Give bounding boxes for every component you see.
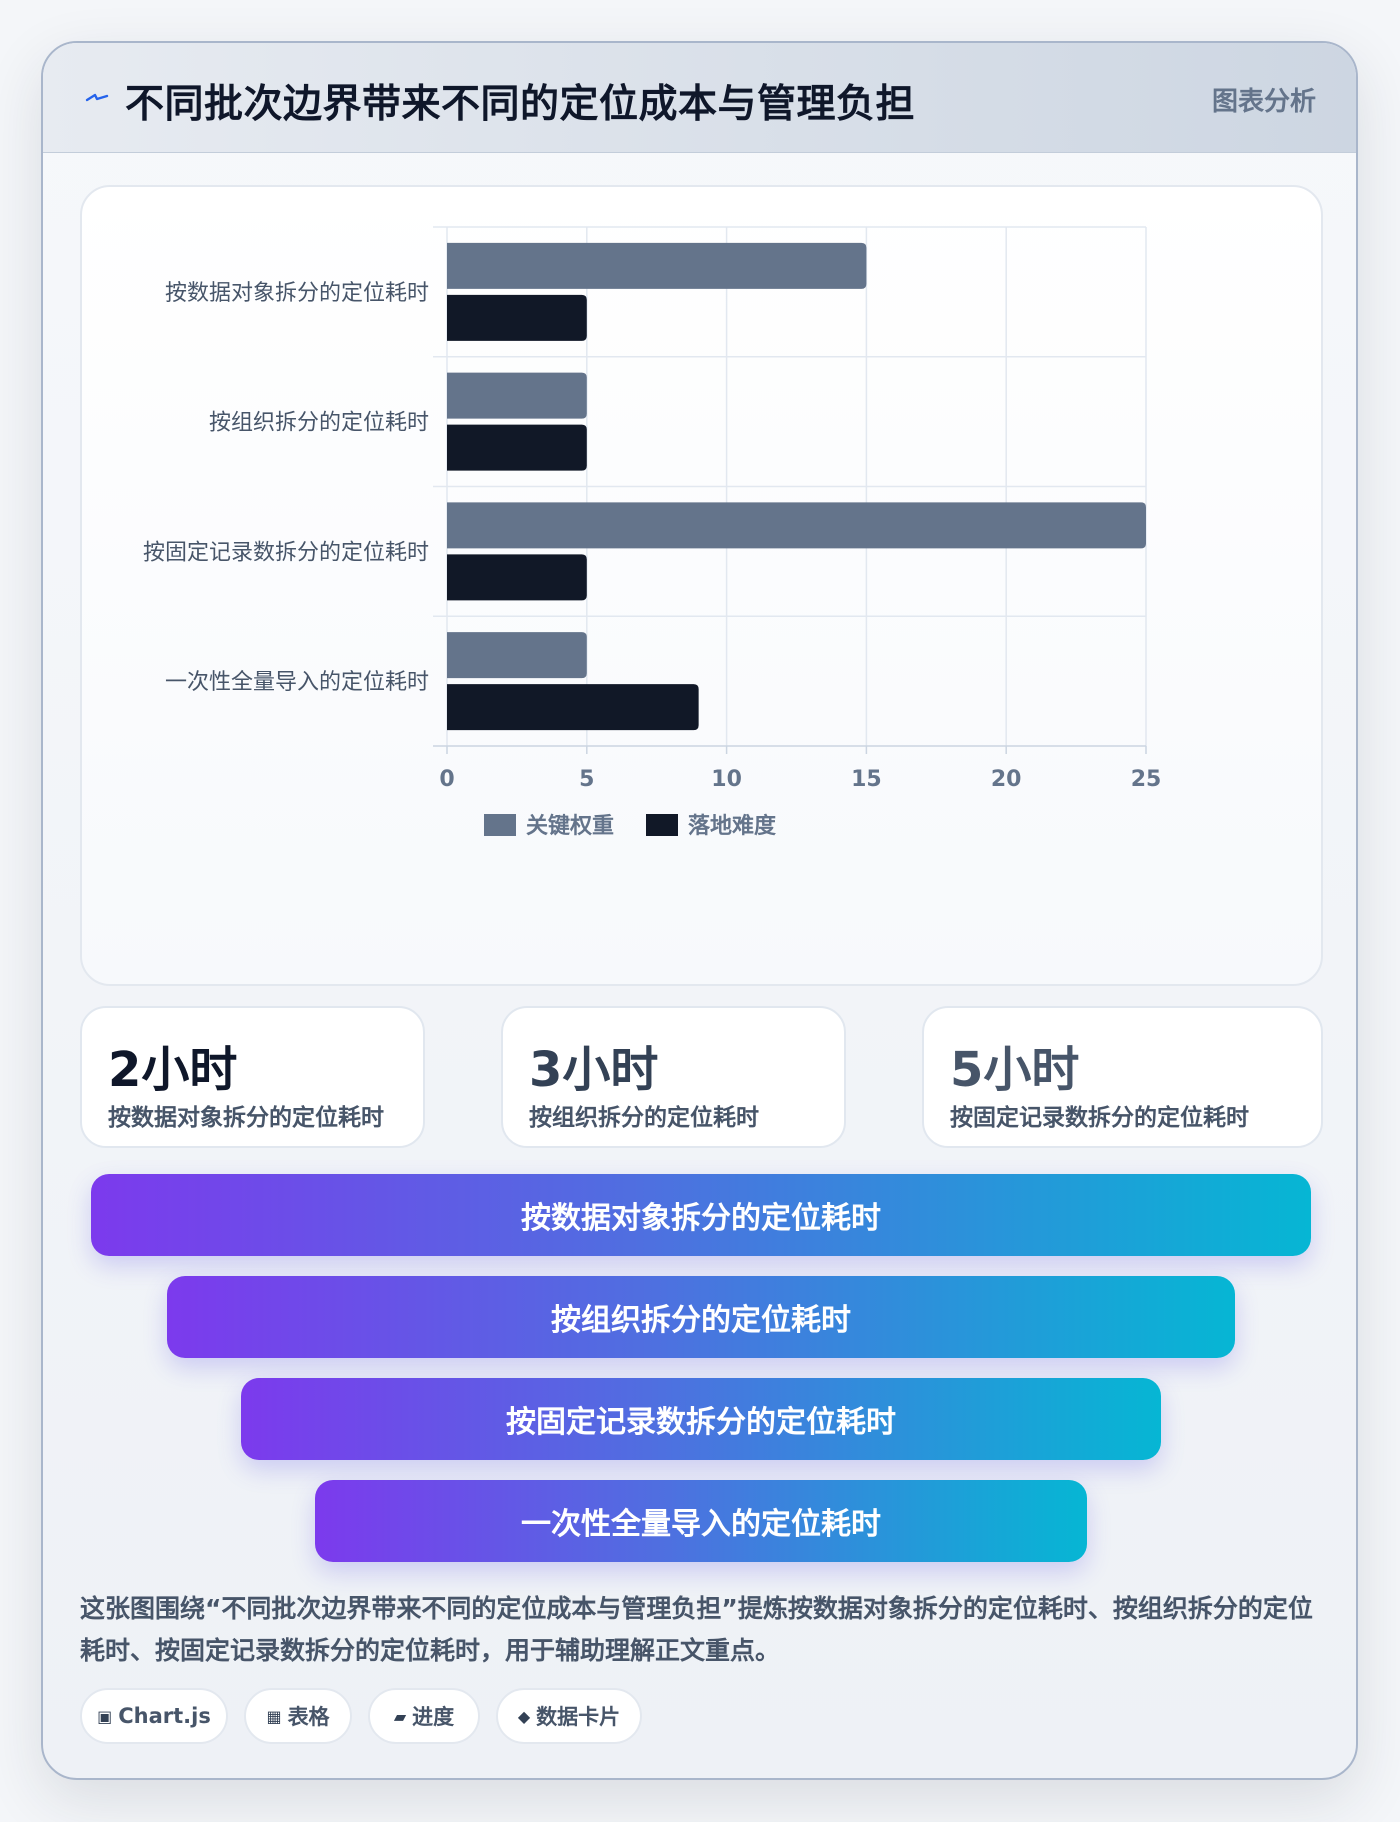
bar <box>447 554 587 601</box>
lightning-icon <box>85 93 109 102</box>
x-tick-label: 10 <box>711 767 742 792</box>
chart-icon: ▣ <box>97 1706 113 1726</box>
legend-label: 关键权重 <box>526 813 614 839</box>
diamond-icon: ◆ <box>517 1706 531 1726</box>
pill-label: Chart.js <box>118 1704 211 1728</box>
x-tick-label: 25 <box>1131 767 1162 792</box>
y-tick-label: 按固定记录数拆分的定位耗时 <box>143 540 429 565</box>
table-icon: ▦ <box>266 1706 282 1726</box>
progress-icon: ▰ <box>393 1706 407 1726</box>
card-header: 不同批次边界带来不同的定位成本与管理负担 图表分析 <box>43 43 1356 153</box>
pill-table[interactable]: ▦ 表格 <box>244 1688 352 1744</box>
legend-label: 落地难度 <box>688 813 777 839</box>
x-tick-label: 5 <box>579 767 594 792</box>
stat-value: 3小时 <box>529 1042 659 1098</box>
bar <box>447 684 699 731</box>
pill-progress[interactable]: ▰ 进度 <box>368 1688 480 1744</box>
funnel-step: 按数据对象拆分的定位耗时 <box>91 1174 1311 1256</box>
chart-analysis-tag: 图表分析 <box>1211 87 1316 117</box>
stat-label: 按数据对象拆分的定位耗时 <box>108 1105 384 1131</box>
y-tick-label: 一次性全量导入的定位耗时 <box>165 670 429 695</box>
stat-card: 2小时 按数据对象拆分的定位耗时 <box>80 1006 425 1148</box>
bar <box>447 294 587 341</box>
funnel-step: 按组织拆分的定位耗时 <box>167 1276 1235 1358</box>
y-tick-label: 按数据对象拆分的定位耗时 <box>165 281 429 306</box>
bar-chart: 按数据对象拆分的定位耗时按组织拆分的定位耗时按固定记录数拆分的定位耗时一次性全量… <box>143 226 1162 839</box>
chart-description: 这张图围绕“不同批次边界带来不同的定位成本与管理负担”提炼按数据对象拆分的定位耗… <box>80 1594 1313 1665</box>
stat-label: 按组织拆分的定位耗时 <box>529 1105 759 1131</box>
stat-value: 2小时 <box>108 1042 238 1098</box>
legend-swatch <box>646 814 678 836</box>
stat-card: 3小时 按组织拆分的定位耗时 <box>501 1006 846 1148</box>
stat-card: 5小时 按固定记录数拆分的定位耗时 <box>922 1006 1323 1148</box>
x-tick-label: 15 <box>851 767 882 792</box>
pill-label: 进度 <box>412 1705 455 1729</box>
chart-card: 不同批次边界带来不同的定位成本与管理负担 图表分析 按数据对象拆分的定位耗时 按组… <box>41 41 1358 1780</box>
bar <box>447 502 1146 549</box>
bar <box>447 424 587 471</box>
pill-label: 数据卡片 <box>536 1705 621 1729</box>
pill-chartjs[interactable]: ▣ Chart.js <box>80 1688 228 1744</box>
legend-swatch <box>484 814 516 836</box>
pill-label: 表格 <box>287 1705 330 1729</box>
funnel-step: 按固定记录数拆分的定位耗时 <box>241 1378 1161 1460</box>
funnel-step: 一次性全量导入的定位耗时 <box>315 1480 1087 1562</box>
stat-label: 按固定记录数拆分的定位耗时 <box>950 1105 1249 1131</box>
x-tick-label: 0 <box>439 767 454 792</box>
bar <box>447 632 587 679</box>
stat-value: 5小时 <box>950 1042 1080 1098</box>
bar <box>447 372 587 419</box>
y-tick-label: 按组织拆分的定位耗时 <box>209 411 429 436</box>
page-title: 不同批次边界带来不同的定位成本与管理负担 <box>125 82 916 127</box>
x-tick-label: 20 <box>991 767 1022 792</box>
chart-panel: 按数据对象拆分的定位耗时按组织拆分的定位耗时按固定记录数拆分的定位耗时一次性全量… <box>80 185 1323 986</box>
bar <box>447 242 867 289</box>
pill-data-card[interactable]: ◆ 数据卡片 <box>496 1688 642 1744</box>
